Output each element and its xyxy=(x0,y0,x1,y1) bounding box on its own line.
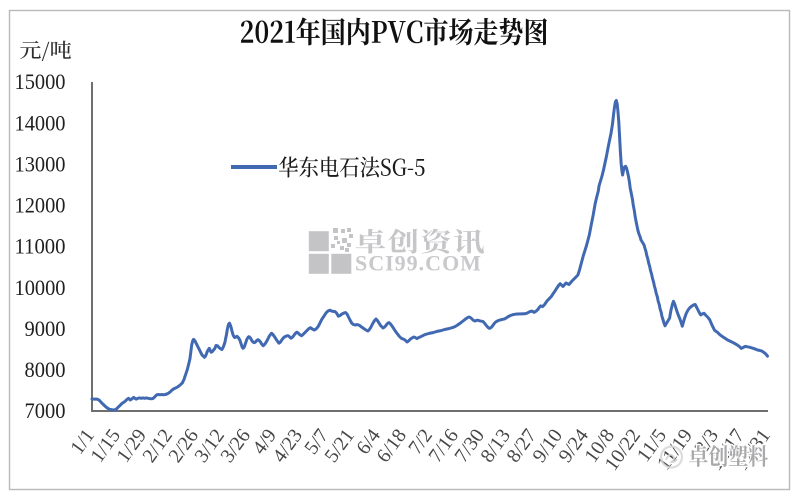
svg-text:11000: 11000 xyxy=(15,234,66,259)
svg-text:8000: 8000 xyxy=(25,357,66,382)
svg-text:9000: 9000 xyxy=(25,316,66,341)
svg-text:12000: 12000 xyxy=(15,193,66,218)
svg-text:14000: 14000 xyxy=(15,110,66,135)
svg-text:13000: 13000 xyxy=(15,151,66,176)
svg-text:7000: 7000 xyxy=(25,398,66,423)
svg-text:10000: 10000 xyxy=(15,275,66,300)
svg-text:15000: 15000 xyxy=(15,69,66,94)
svg-text:SCI99.COM: SCI99.COM xyxy=(355,251,482,276)
